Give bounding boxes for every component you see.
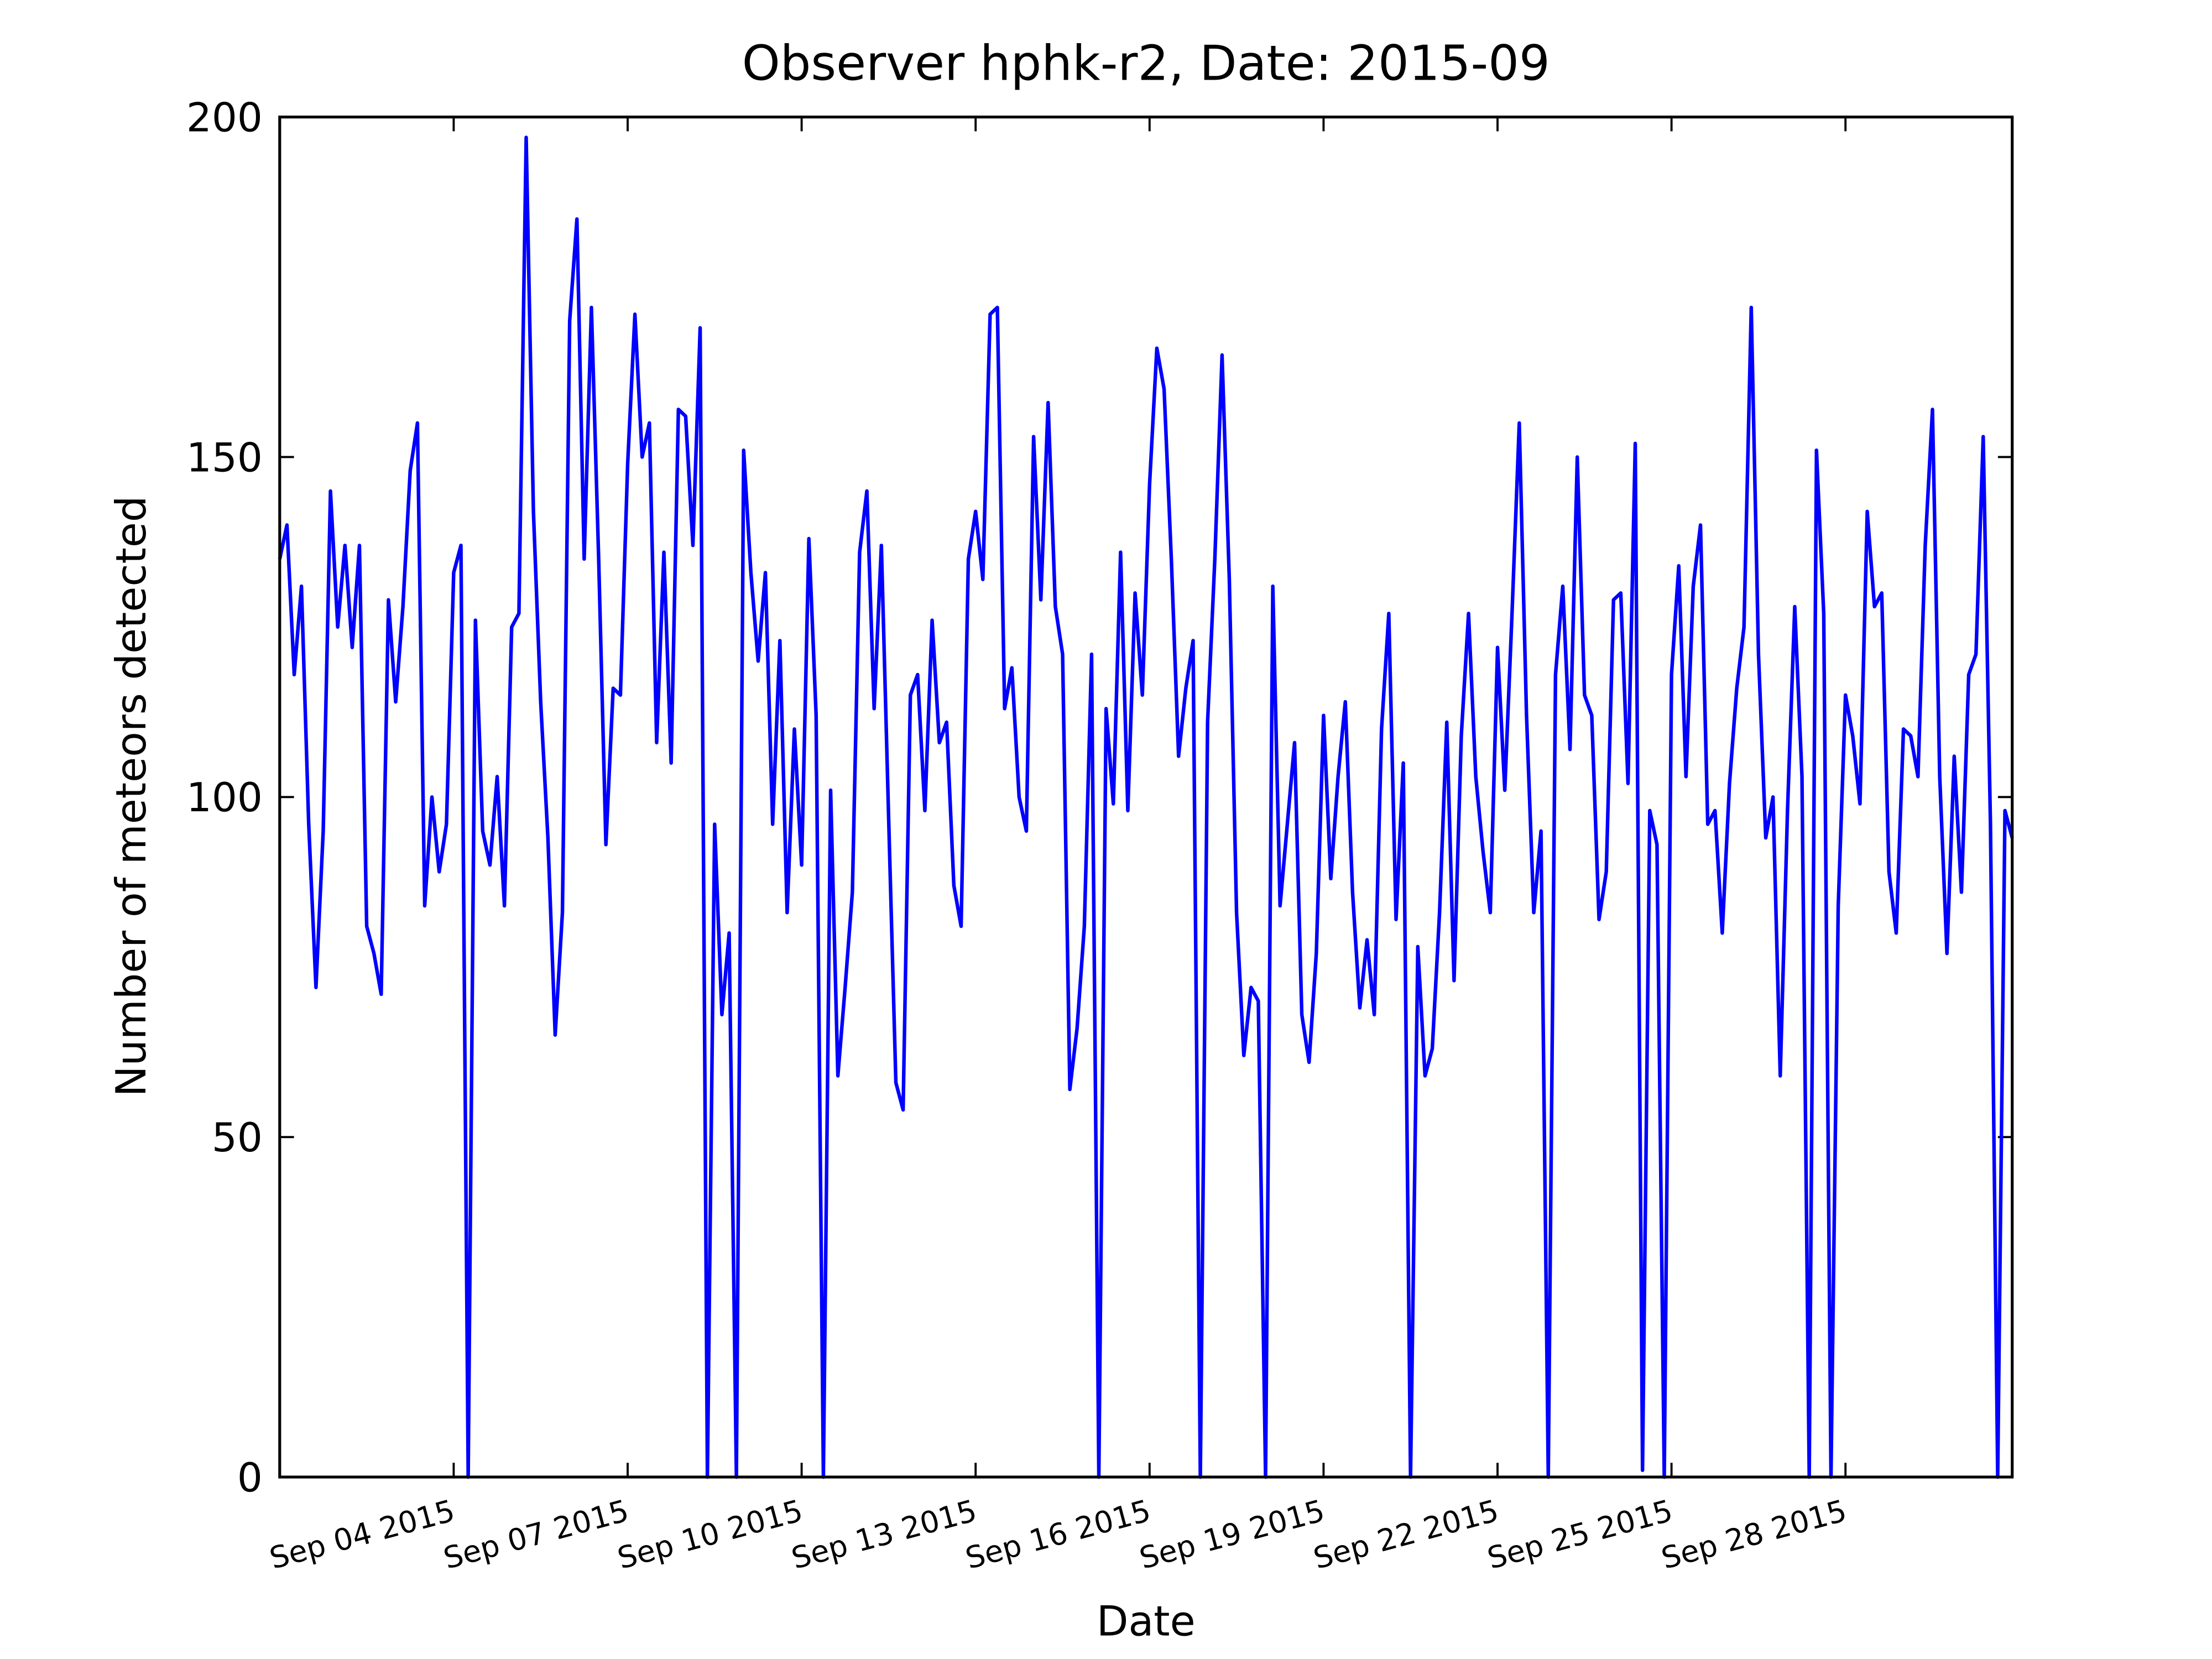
y-tick-label: 100 (186, 775, 263, 821)
y-tick-label: 150 (186, 435, 263, 481)
x-axis-label: Date (1097, 1597, 1196, 1645)
plot-frame (278, 116, 2014, 1479)
chart-title: Observer hphk-r2, Date: 2015-09 (742, 35, 1550, 92)
y-tick-label: 50 (212, 1115, 263, 1161)
y-tick-label: 0 (237, 1455, 263, 1501)
data-line (278, 135, 2014, 1479)
y-tick-label: 200 (186, 95, 263, 141)
y-axis-label: Number of meteors detected (107, 496, 155, 1097)
